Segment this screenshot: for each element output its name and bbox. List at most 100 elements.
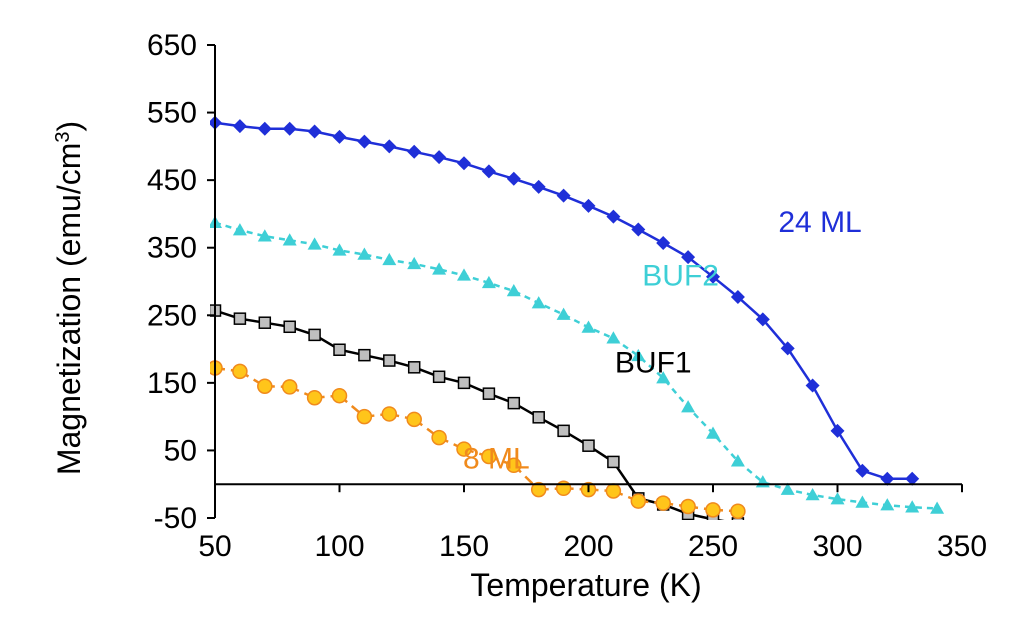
y-axis-title: Magnetization (emu/cm3) [51, 121, 87, 475]
data-point [282, 121, 297, 136]
data-point [358, 348, 371, 362]
data-point [407, 144, 422, 159]
data-point [481, 275, 496, 289]
data-point [281, 379, 298, 395]
data-point [432, 262, 447, 275]
data-point [605, 483, 622, 499]
data-point [731, 517, 745, 520]
data-point [655, 495, 671, 511]
data-point [730, 290, 745, 305]
data-point [557, 424, 570, 438]
x-tick-label: 200 [563, 530, 613, 563]
data-point [481, 164, 496, 179]
data-point [232, 363, 248, 380]
data-point [283, 320, 296, 334]
data-point [905, 500, 920, 513]
data-point [432, 370, 446, 384]
data-point [457, 156, 471, 171]
y-tick-label: 350 [147, 232, 197, 265]
data-point [582, 439, 595, 452]
x-tick-label: 350 [937, 530, 987, 563]
data-point [532, 411, 545, 424]
data-point [705, 502, 721, 518]
data-point [431, 429, 447, 446]
series-line [214, 309, 725, 520]
x-axis-title: Temperature (K) [470, 567, 701, 603]
data-point [880, 498, 895, 511]
data-point [232, 223, 247, 236]
y-tick-label: -50 [154, 502, 197, 535]
data-point [656, 235, 671, 250]
data-point [257, 378, 273, 394]
data-point [306, 389, 323, 406]
data-point [407, 256, 422, 270]
y-tick-label: 50 [164, 434, 197, 467]
data-point [382, 139, 397, 154]
data-point [531, 296, 546, 309]
y-tick-label: 250 [147, 299, 197, 332]
data-point [457, 268, 471, 281]
data-point [381, 406, 398, 422]
data-point [333, 343, 346, 356]
data-point [382, 252, 397, 266]
data-point [407, 361, 421, 374]
data-point [755, 312, 770, 327]
data-point [706, 269, 720, 284]
data-point [482, 387, 496, 400]
data-point [233, 312, 247, 325]
data-point [780, 341, 795, 356]
data-point [332, 129, 347, 144]
y-tick-label: 550 [147, 97, 197, 130]
y-axis-title-sup: 3 [52, 131, 74, 142]
data-point [481, 448, 497, 465]
data-point [907, 530, 918, 541]
data-point [456, 441, 472, 457]
data-point [855, 463, 870, 478]
x-tick-label: 100 [314, 530, 364, 563]
data-point [232, 119, 247, 134]
series-label-24-ml: 24 ML [778, 206, 861, 239]
data-point [406, 411, 422, 428]
series-label-buf1: BUF1 [615, 347, 692, 380]
data-point [457, 376, 471, 390]
data-point [905, 471, 920, 486]
data-point [880, 471, 895, 486]
series-8-ml [210, 360, 746, 519]
data-point [757, 521, 768, 532]
x-tick-label: 150 [439, 530, 489, 563]
data-point [606, 331, 621, 344]
data-point [607, 455, 620, 469]
data-point [531, 179, 546, 194]
series-layer [210, 115, 945, 541]
data-point [630, 493, 647, 509]
data-point [506, 457, 522, 474]
data-point [631, 222, 646, 237]
y-tick-label: 650 [147, 29, 197, 62]
data-point [357, 247, 372, 260]
data-point [556, 188, 571, 203]
data-point [307, 237, 322, 250]
data-point [432, 150, 447, 165]
data-point [730, 503, 746, 519]
data-point [332, 243, 347, 256]
data-point [356, 408, 373, 425]
data-point [631, 348, 646, 362]
y-tick-label: 450 [147, 164, 197, 197]
data-point [782, 524, 793, 535]
data-point [258, 316, 272, 329]
data-point [706, 426, 720, 439]
data-point [882, 529, 893, 540]
data-point [507, 396, 521, 410]
data-point [581, 320, 596, 333]
x-tick-label: 300 [812, 530, 862, 563]
x-tick-label: 250 [688, 530, 738, 563]
data-point [530, 481, 547, 498]
y-axis-title-close: ) [51, 121, 87, 132]
series-24-ml [210, 115, 920, 486]
data-point [830, 492, 845, 505]
data-point [556, 307, 571, 320]
data-point [681, 400, 696, 413]
data-point [383, 354, 396, 367]
series-label-8-ml: 8 ML [463, 443, 530, 476]
